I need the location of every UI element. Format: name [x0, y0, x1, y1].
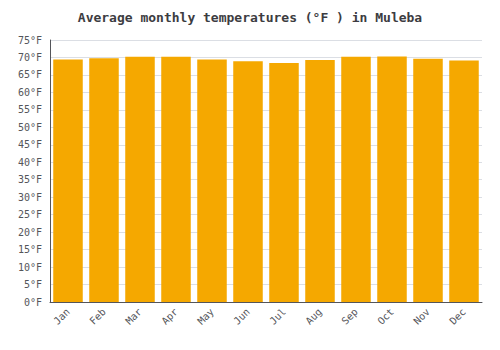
svg-text:50°F: 50°F [18, 122, 42, 133]
svg-text:Jul: Jul [267, 306, 288, 327]
svg-text:65°F: 65°F [18, 69, 42, 80]
svg-text:Average monthly temperatures (: Average monthly temperatures (°F ) in Mu… [78, 10, 423, 25]
svg-text:70°F: 70°F [18, 52, 42, 63]
svg-text:10°F: 10°F [18, 262, 42, 273]
svg-text:Jun: Jun [231, 306, 252, 327]
svg-text:5°F: 5°F [24, 279, 42, 290]
svg-text:Aug: Aug [303, 306, 324, 327]
svg-text:35°F: 35°F [18, 174, 42, 185]
svg-text:40°F: 40°F [18, 157, 42, 168]
svg-text:30°F: 30°F [18, 192, 42, 203]
svg-text:55°F: 55°F [18, 104, 42, 115]
svg-text:20°F: 20°F [18, 227, 42, 238]
svg-text:Dec: Dec [447, 306, 468, 327]
svg-text:75°F: 75°F [18, 35, 42, 46]
svg-text:Feb: Feb [87, 306, 108, 327]
svg-text:Mar: Mar [123, 306, 144, 327]
svg-text:Sep: Sep [339, 306, 360, 327]
svg-text:Apr: Apr [159, 306, 180, 327]
svg-text:25°F: 25°F [18, 209, 42, 220]
svg-text:45°F: 45°F [18, 139, 42, 150]
svg-text:Oct: Oct [375, 306, 396, 327]
svg-text:Jan: Jan [51, 306, 72, 327]
svg-text:Nov: Nov [411, 306, 432, 327]
svg-text:May: May [195, 306, 216, 327]
svg-text:15°F: 15°F [18, 244, 42, 255]
svg-text:60°F: 60°F [18, 87, 42, 98]
svg-text:0°F: 0°F [24, 297, 42, 308]
